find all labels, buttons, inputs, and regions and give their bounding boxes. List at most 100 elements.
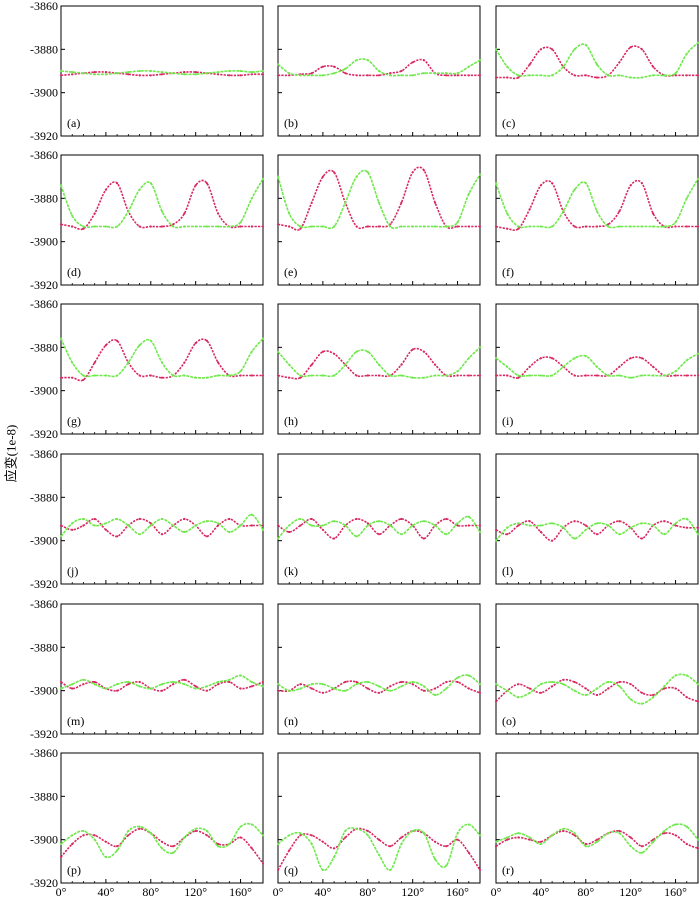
green-series-point <box>160 71 164 74</box>
green-series-point <box>629 376 632 379</box>
green-series-point <box>640 522 644 525</box>
green-series-point <box>59 184 63 187</box>
green-series-point <box>116 683 119 686</box>
green-series-point <box>562 365 565 368</box>
red-series-point <box>539 48 543 51</box>
green-series-point <box>366 171 369 174</box>
red-series-point <box>573 680 576 684</box>
green-series-point <box>674 823 677 826</box>
green-series-point <box>104 687 107 690</box>
green-series-point <box>389 868 392 872</box>
green-series-point <box>517 832 520 835</box>
green-series-point <box>539 524 543 527</box>
red-series-point <box>629 357 632 360</box>
red-series-point <box>183 71 186 74</box>
panel-l: (l) <box>494 453 700 585</box>
red-series-point <box>138 680 141 684</box>
green-series-point <box>411 225 414 228</box>
green-series-point <box>116 225 119 228</box>
red-series-point <box>333 65 336 68</box>
green-series-point <box>239 221 242 224</box>
green-series-point <box>299 225 302 228</box>
green-series-point <box>377 520 381 523</box>
green-series-point <box>618 685 621 688</box>
green-series-point <box>478 346 482 349</box>
red-series-point <box>149 225 152 228</box>
green-series-point <box>310 842 313 846</box>
red-series-line <box>496 45 698 80</box>
green-series-point <box>573 832 576 835</box>
green-series-point <box>389 374 392 377</box>
green-series-point <box>422 832 425 835</box>
green-series-point <box>377 201 381 204</box>
green-series-point <box>494 48 498 51</box>
red-series-point <box>116 845 119 848</box>
green-series-point <box>595 522 599 525</box>
x-tick-label: 40° <box>532 885 549 899</box>
x-tick-label: 120° <box>619 885 642 899</box>
red-series-point <box>434 201 437 204</box>
green-series-point <box>355 59 358 62</box>
green-series-point <box>528 74 531 77</box>
red-series-line <box>60 827 264 864</box>
green-series-point <box>217 845 220 848</box>
panel-i: (i) <box>494 303 700 435</box>
red-series-point <box>276 223 280 226</box>
red-series-point <box>104 344 107 347</box>
red-series-point <box>652 693 655 697</box>
green-series-point <box>562 210 565 213</box>
green-series-point <box>478 59 482 62</box>
red-series-point <box>696 74 700 77</box>
red-series-point <box>640 357 644 360</box>
green-series-point <box>377 853 381 856</box>
y-tick-label: -3860 <box>30 297 58 311</box>
green-series-point <box>261 528 265 531</box>
green-series-point <box>445 533 448 536</box>
panel-frame <box>277 752 481 884</box>
red-series-point <box>239 374 242 377</box>
red-series-point <box>276 689 280 692</box>
panel-frame <box>277 603 481 735</box>
red-series-point <box>445 845 448 848</box>
green-series-point <box>696 533 700 536</box>
green-series-point <box>160 517 164 521</box>
red-series-point <box>400 836 403 839</box>
red-series-point <box>217 73 220 76</box>
green-series-point <box>663 74 666 77</box>
red-series-point <box>506 838 509 841</box>
green-series-point <box>551 522 554 525</box>
red-series-point <box>663 832 666 835</box>
red-series-point <box>685 225 688 228</box>
red-series-point <box>629 683 632 686</box>
green-series-point <box>333 374 336 377</box>
red-series-point <box>276 868 280 872</box>
red-series-point <box>310 363 313 366</box>
red-series-point <box>478 225 482 228</box>
green-series-point <box>478 683 482 686</box>
green-series-line <box>495 178 699 229</box>
green-series-point <box>456 221 459 224</box>
green-series-point <box>377 69 381 73</box>
y-tick-label: -3900 <box>30 86 58 100</box>
red-series-point <box>377 533 381 536</box>
red-series-point <box>517 376 520 379</box>
green-series-point <box>71 683 74 686</box>
green-series-point <box>595 365 599 368</box>
green-series-point <box>299 517 302 521</box>
red-series-point <box>116 535 119 538</box>
panel-frame <box>60 303 264 435</box>
green-series-point <box>82 72 85 75</box>
red-series-point <box>506 76 509 79</box>
green-series-point <box>217 680 220 684</box>
green-series-point <box>629 698 632 701</box>
green-series-point <box>116 72 119 75</box>
red-series-point <box>584 374 587 377</box>
green-series-point <box>183 683 186 686</box>
green-series-point <box>183 225 186 228</box>
y-tick-label: -3900 <box>30 235 58 249</box>
red-series-point <box>551 357 554 360</box>
y-tick-label: -3900 <box>30 384 58 398</box>
red-series-point <box>149 74 152 77</box>
red-series-point <box>478 691 482 694</box>
red-series-point <box>478 374 482 377</box>
